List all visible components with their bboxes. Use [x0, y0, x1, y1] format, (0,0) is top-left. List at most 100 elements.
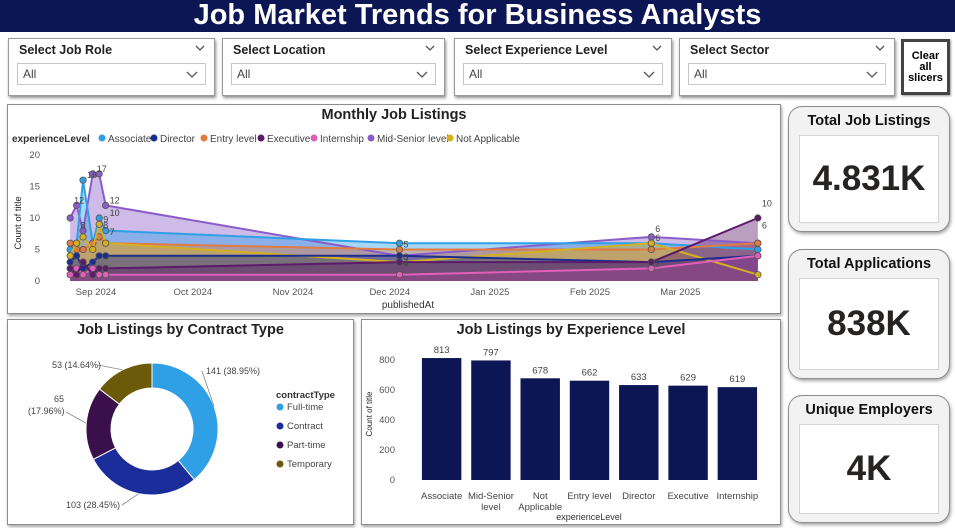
- bar: [717, 387, 758, 480]
- bar-category-label: Associate: [421, 491, 462, 502]
- dashboard-title: Job Market Trends for Business Analysts: [0, 0, 955, 32]
- donut-legend-item: Full-time: [287, 402, 323, 413]
- data-point: [95, 170, 103, 178]
- x-tick-label: Feb 2025: [570, 287, 610, 298]
- data-point: [79, 258, 87, 266]
- chevron-down-icon[interactable]: [194, 42, 206, 54]
- donut-slice-contract: [92, 447, 195, 496]
- sector-slicer-label: Select Sector: [690, 43, 770, 57]
- data-point: [79, 176, 87, 184]
- data-point: [79, 233, 87, 241]
- data-label: 5: [403, 240, 408, 250]
- chevron-down-icon[interactable]: [651, 42, 663, 54]
- data-point: [89, 245, 97, 254]
- location-value: All: [237, 67, 251, 81]
- data-point: [102, 252, 110, 260]
- experience-level-slicer[interactable]: Select Experience Level All: [454, 38, 672, 96]
- data-label: 4: [403, 258, 408, 268]
- legend-marker: [310, 134, 318, 142]
- data-point: [395, 258, 404, 266]
- area-executive: [70, 218, 758, 281]
- total-job-listings-card: Total Job Listings 4.831K: [788, 106, 950, 232]
- legend-marker: [446, 134, 454, 142]
- unique-employers-title: Unique Employers: [805, 402, 933, 418]
- bar-category-label: Director: [622, 491, 655, 502]
- data-point: [102, 271, 110, 279]
- data-point: [647, 258, 655, 266]
- data-point: [79, 245, 87, 254]
- data-point: [66, 264, 74, 272]
- total-applications-card: Total Applications 838K: [788, 249, 950, 379]
- donut-leader-line: [97, 364, 123, 371]
- data-label: 9: [103, 214, 108, 224]
- sector-value: All: [694, 67, 708, 81]
- data-point: [754, 239, 762, 247]
- donut-slice-label: 53 (14.64%): [52, 360, 101, 370]
- bar-x-axis-label: experienceLevel: [556, 512, 622, 522]
- data-label: 16: [87, 170, 97, 180]
- total-job-listings-title: Total Job Listings: [807, 113, 931, 129]
- legend-item: Executive: [267, 134, 311, 145]
- bar: [471, 360, 511, 480]
- data-label: 12: [74, 195, 84, 205]
- donut-slice-label: (17.96%): [28, 406, 65, 416]
- donut-leader-line: [121, 493, 140, 506]
- total-applications-value: 838K: [827, 304, 911, 343]
- legend-marker: [367, 134, 375, 142]
- chevron-down-icon[interactable]: [874, 42, 886, 54]
- legend-item: Internship: [320, 134, 364, 145]
- donut-leader-line: [201, 370, 215, 407]
- legend-item: Mid-Senior level: [377, 134, 449, 145]
- bar-category-label: Entry level: [567, 491, 611, 502]
- location-dropdown[interactable]: All: [231, 63, 436, 85]
- data-point: [73, 239, 81, 247]
- bar-data-label: 629: [680, 373, 696, 384]
- chevron-down-icon: [866, 71, 878, 78]
- data-point: [647, 245, 655, 254]
- data-label: 10: [762, 199, 772, 209]
- y-axis-label: Count of title: [13, 196, 24, 249]
- data-point: [66, 271, 74, 279]
- y-tick-label: 20: [29, 150, 40, 161]
- job-role-value: All: [23, 67, 37, 81]
- job-role-dropdown[interactable]: All: [17, 63, 206, 85]
- data-point: [95, 252, 103, 260]
- x-axis-label: publishedAt: [382, 300, 434, 311]
- bar: [421, 358, 462, 480]
- chevron-down-icon[interactable]: [424, 42, 436, 54]
- y-tick-label: 0: [35, 276, 40, 287]
- data-label: 8: [81, 221, 86, 231]
- bar-data-label: 813: [434, 345, 450, 356]
- data-point: [395, 271, 404, 279]
- data-point: [66, 252, 74, 260]
- experience-level-dropdown[interactable]: All: [463, 63, 663, 85]
- data-label: 8: [103, 221, 108, 231]
- bar-data-label: 633: [631, 372, 647, 383]
- x-tick-label: Sep 2024: [76, 287, 117, 298]
- data-point: [395, 245, 404, 254]
- data-label: 6: [762, 221, 767, 231]
- monthly-job-listings-chart: experienceLevel Associate Director Entry le…: [12, 134, 772, 311]
- bar-y-tick-label: 800: [379, 355, 395, 366]
- unique-employers-card: Unique Employers 4K: [788, 395, 950, 523]
- legend-item: Not Applicable: [456, 134, 520, 145]
- clear-button-line: all: [919, 61, 932, 73]
- clear-button-line: slicers: [908, 72, 943, 84]
- experience-level-bar-chart: 0 200 400 600 800 Count of title 813 Associate 7…: [365, 345, 758, 522]
- data-point: [89, 271, 97, 279]
- monthly-job-listings-panel: Monthly Job Listings experienceLevel Asso…: [7, 104, 781, 314]
- contract-chart-title: Job Listings by Contract Type: [77, 322, 284, 338]
- location-slicer[interactable]: Select Location All: [222, 38, 445, 96]
- clear-all-slicers-button[interactable]: Clear all slicers: [901, 39, 950, 95]
- data-point: [73, 252, 81, 260]
- sector-dropdown[interactable]: All: [688, 63, 886, 85]
- job-role-slicer-label: Select Job Role: [19, 43, 113, 57]
- sector-slicer[interactable]: Select Sector All: [679, 38, 895, 96]
- bar: [520, 378, 560, 480]
- data-label: 6: [655, 224, 660, 234]
- donut-slice-temporary: [98, 362, 153, 405]
- job-role-slicer[interactable]: Select Job Role All: [8, 38, 215, 96]
- data-point: [754, 252, 762, 260]
- area-mid-senior-level: [70, 173, 758, 281]
- data-point: [754, 245, 762, 254]
